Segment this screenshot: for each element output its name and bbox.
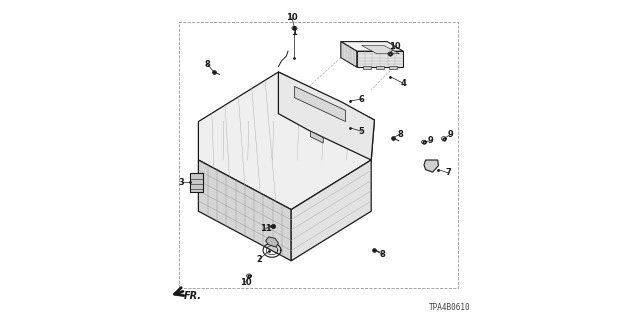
Text: 10: 10 bbox=[286, 13, 298, 22]
Text: 9: 9 bbox=[448, 130, 453, 139]
Text: 2: 2 bbox=[256, 255, 262, 264]
Polygon shape bbox=[278, 72, 374, 160]
Polygon shape bbox=[340, 42, 403, 51]
Polygon shape bbox=[198, 72, 374, 210]
Text: 3: 3 bbox=[179, 178, 184, 187]
Text: 5: 5 bbox=[358, 127, 365, 136]
Text: 11: 11 bbox=[260, 224, 271, 233]
Polygon shape bbox=[294, 86, 346, 122]
Polygon shape bbox=[340, 42, 357, 67]
Text: 8: 8 bbox=[397, 130, 403, 139]
Polygon shape bbox=[291, 160, 371, 261]
Polygon shape bbox=[357, 51, 403, 67]
FancyBboxPatch shape bbox=[189, 173, 204, 192]
Text: 7: 7 bbox=[445, 168, 451, 177]
Text: 10: 10 bbox=[239, 278, 252, 287]
Text: 1: 1 bbox=[291, 28, 298, 36]
Polygon shape bbox=[198, 160, 291, 261]
Polygon shape bbox=[424, 160, 438, 172]
Text: FR.: FR. bbox=[184, 291, 202, 301]
Polygon shape bbox=[266, 237, 278, 247]
Text: 4: 4 bbox=[400, 79, 406, 88]
Text: TPA4B0610: TPA4B0610 bbox=[429, 303, 470, 312]
Text: 8: 8 bbox=[205, 60, 210, 68]
Text: 9: 9 bbox=[428, 136, 433, 145]
Text: 6: 6 bbox=[358, 95, 365, 104]
Polygon shape bbox=[310, 131, 323, 143]
Polygon shape bbox=[362, 45, 399, 54]
FancyBboxPatch shape bbox=[376, 66, 384, 69]
Text: 10: 10 bbox=[389, 42, 401, 51]
FancyBboxPatch shape bbox=[364, 66, 371, 69]
FancyBboxPatch shape bbox=[388, 66, 397, 69]
Text: 8: 8 bbox=[380, 250, 385, 259]
